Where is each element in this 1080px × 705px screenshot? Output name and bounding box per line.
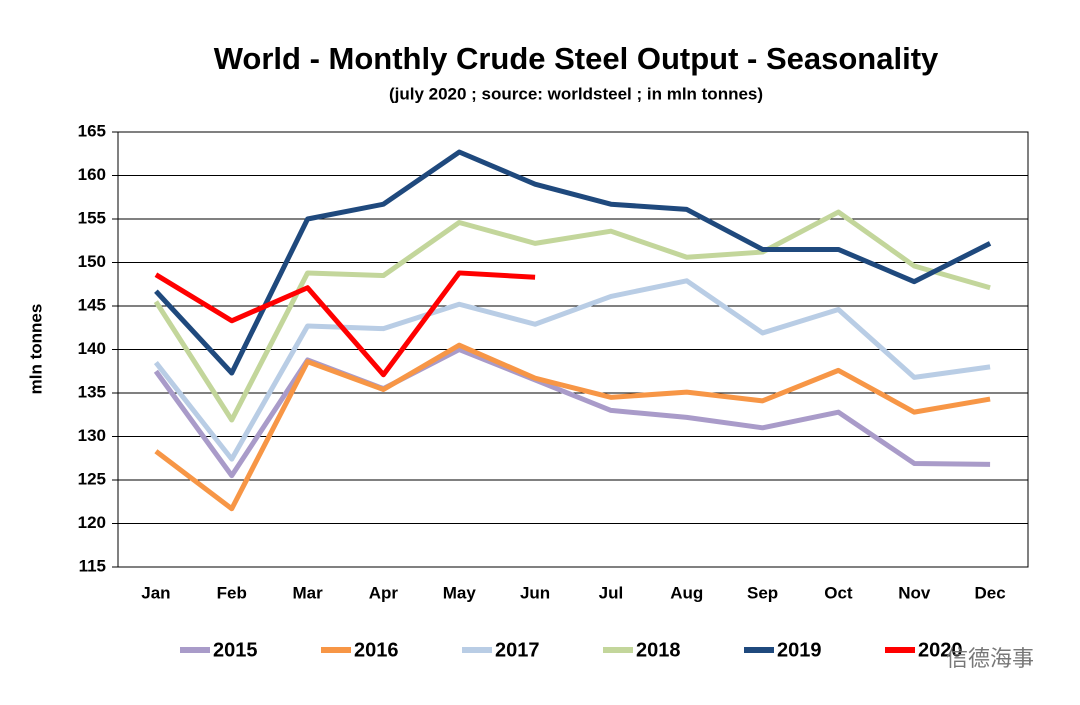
y-tick-label: 140	[78, 339, 106, 358]
legend-label: 2017	[495, 639, 540, 661]
x-tick-label: Aug	[670, 583, 703, 602]
y-tick-label: 150	[78, 252, 106, 271]
legend-label: 2016	[354, 639, 399, 661]
x-tick-label: Apr	[369, 583, 399, 602]
x-tick-label: Dec	[974, 583, 1005, 602]
x-tick-label: Jun	[520, 583, 550, 602]
y-tick-label: 135	[78, 382, 106, 401]
x-tick-label: Jul	[599, 583, 624, 602]
x-tick-label: Oct	[824, 583, 853, 602]
y-tick-label: 130	[78, 426, 106, 445]
chart-subtitle: (july 2020 ; source: worldsteel ; in mln…	[389, 84, 763, 103]
chart-title: World - Monthly Crude Steel Output - Sea…	[214, 41, 939, 76]
series-line	[154, 342, 991, 512]
y-tick-label: 165	[78, 121, 106, 140]
y-tick-label: 160	[78, 165, 106, 184]
y-tick-label: 125	[78, 469, 106, 488]
series-line	[153, 278, 991, 462]
series-line	[153, 347, 991, 479]
series-line	[154, 270, 536, 378]
x-tick-label: Feb	[217, 583, 247, 602]
x-tick-label: Nov	[898, 583, 931, 602]
x-tick-label: May	[443, 583, 477, 602]
y-tick-label: 155	[78, 208, 106, 227]
legend-label: 2020	[918, 639, 963, 661]
y-tick-label: 120	[78, 513, 106, 532]
watermark: 信德海事	[946, 646, 1034, 671]
x-tick-label: Jan	[141, 583, 170, 602]
series-line	[154, 149, 992, 376]
x-tick-label: Mar	[292, 583, 323, 602]
legend-label: 2019	[777, 639, 822, 661]
y-tick-label: 115	[79, 556, 106, 575]
legend-label: 2018	[636, 639, 681, 661]
x-tick-label: Sep	[747, 583, 778, 602]
series-line	[153, 209, 991, 423]
legend-label: 2015	[213, 639, 258, 661]
y-tick-label: 145	[78, 295, 106, 314]
y-axis-label: mln tonnes	[26, 304, 45, 395]
plot-border	[117, 131, 1029, 568]
